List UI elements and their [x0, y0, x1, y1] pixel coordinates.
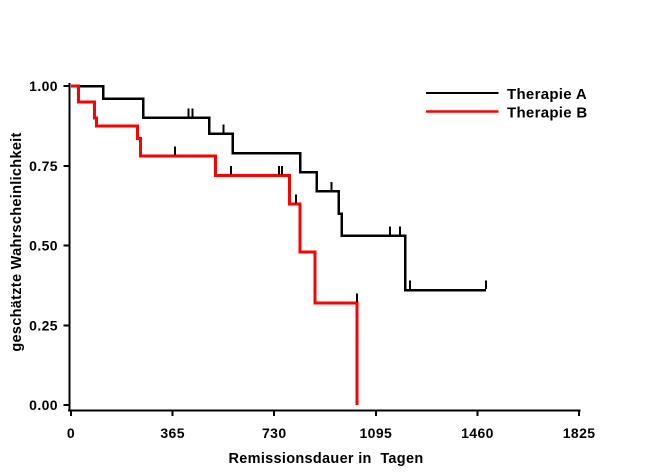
y-tick-label: 0.75	[29, 158, 58, 174]
y-tick-label: 0.50	[29, 238, 58, 254]
axes-layer: 0.00 0.25 0.50 0.75 1.00 0 365 730 1095 1460 1825	[29, 78, 595, 441]
x-tick-label: 0	[67, 425, 75, 441]
y-tick-label: 0.00	[29, 397, 58, 413]
x-tick-label: 1825	[563, 425, 596, 441]
x-axis-title: Remissionsdauer in Tagen	[229, 451, 424, 467]
x-tick-label: 1095	[359, 425, 392, 441]
legend-label-therapie-b: Therapie B	[507, 105, 588, 122]
y-tick-label: 0.25	[29, 317, 58, 333]
y-tick-label: 1.00	[29, 78, 58, 94]
y-axis-title: geschätzte Wahrscheinlichkeit	[9, 132, 25, 351]
series-a-curve	[71, 84, 486, 292]
series-b-curve	[71, 84, 359, 405]
censor-marks-layer	[174, 108, 487, 302]
series-layer	[71, 84, 486, 405]
legend: Therapie A Therapie B	[426, 86, 588, 122]
x-tick-label: 1460	[461, 425, 494, 441]
x-tick-label: 365	[160, 425, 185, 441]
legend-label-therapie-a: Therapie A	[507, 86, 587, 103]
x-tick-label: 730	[262, 425, 287, 441]
